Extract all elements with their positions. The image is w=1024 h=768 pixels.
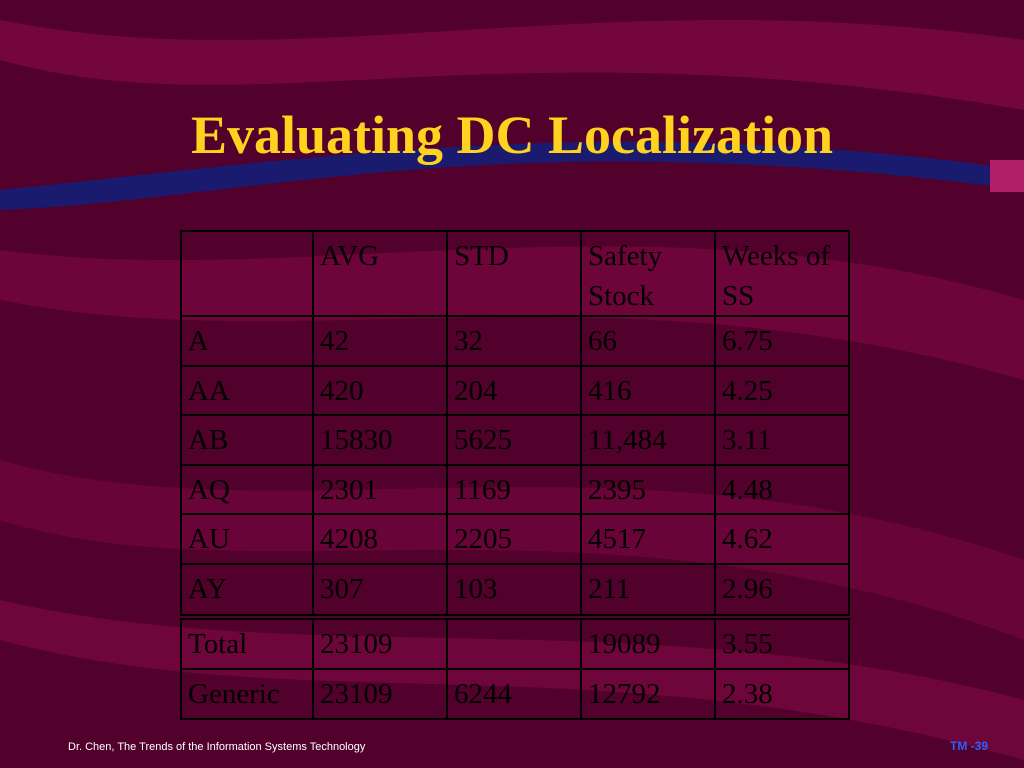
table-cell bbox=[446, 618, 582, 670]
table-cell: 4517 bbox=[580, 513, 716, 565]
table-cell: 2205 bbox=[446, 513, 582, 565]
table-cell: 66 bbox=[580, 315, 716, 367]
table-cell: 2.96 bbox=[714, 563, 850, 616]
table-cell: 12792 bbox=[580, 668, 716, 720]
table-cell: 2395 bbox=[580, 464, 716, 515]
table-cell: 5625 bbox=[446, 414, 582, 466]
table-cell: 4.48 bbox=[714, 464, 850, 515]
row-label: AY bbox=[180, 563, 314, 616]
slide-title: Evaluating DC Localization bbox=[190, 105, 834, 165]
row-label: Generic bbox=[180, 668, 314, 720]
row-label: AU bbox=[180, 513, 314, 565]
table-cell: 3.11 bbox=[714, 414, 850, 466]
table-cell: 204 bbox=[446, 365, 582, 416]
table-cell: 19089 bbox=[580, 618, 716, 670]
table-cell: 420 bbox=[312, 365, 448, 416]
table-cell: 2.38 bbox=[714, 668, 850, 720]
table-cell: 2301 bbox=[312, 464, 448, 515]
header-cell bbox=[180, 230, 314, 317]
header-cell: Weeks of SS bbox=[714, 230, 850, 317]
footer-right: TM -39 bbox=[950, 739, 989, 753]
table-cell: 23109 bbox=[312, 668, 448, 720]
table-cell: 15830 bbox=[312, 414, 448, 466]
table-cell: 4208 bbox=[312, 513, 448, 565]
header-cell: Safety Stock bbox=[580, 230, 716, 317]
table-cell: 11,484 bbox=[580, 414, 716, 466]
footer-left: Dr. Chen, The Trends of the Information … bbox=[68, 741, 366, 753]
table-cell: 4.62 bbox=[714, 513, 850, 565]
table-cell: 6244 bbox=[446, 668, 582, 720]
table-cell: 307 bbox=[312, 563, 448, 616]
row-label: Total bbox=[180, 618, 314, 670]
table-cell: 4.25 bbox=[714, 365, 850, 416]
table-cell: 32 bbox=[446, 315, 582, 367]
table-cell: 416 bbox=[580, 365, 716, 416]
row-label: A bbox=[180, 315, 314, 367]
table-cell: 23109 bbox=[312, 618, 448, 670]
row-label: AA bbox=[180, 365, 314, 416]
header-cell: AVG bbox=[312, 230, 448, 317]
row-label: AQ bbox=[180, 464, 314, 515]
header-cell: STD bbox=[446, 230, 582, 317]
table-cell: 211 bbox=[580, 563, 716, 616]
table-cell: 103 bbox=[446, 563, 582, 616]
table-cell: 3.55 bbox=[714, 618, 850, 670]
table-cell: 42 bbox=[312, 315, 448, 367]
row-label: AB bbox=[180, 414, 314, 466]
table-cell: 6.75 bbox=[714, 315, 850, 367]
table-cell: 1169 bbox=[446, 464, 582, 515]
